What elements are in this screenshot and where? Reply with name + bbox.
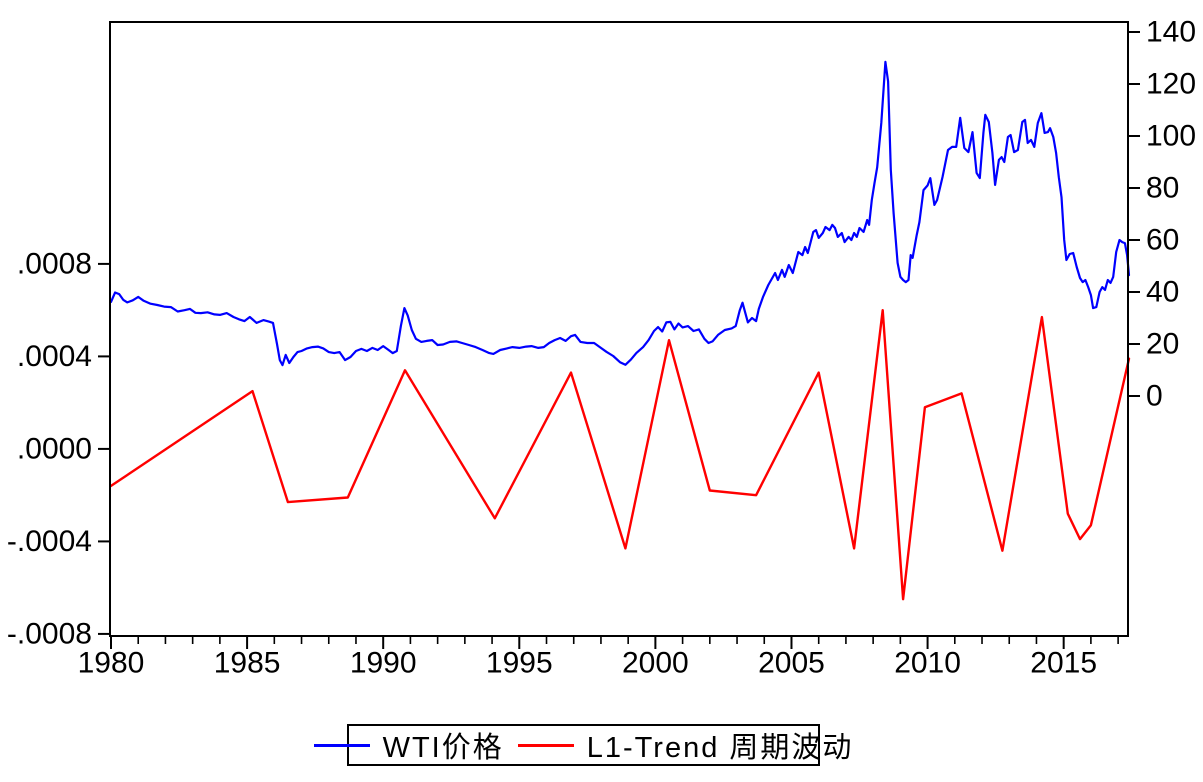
- left-tick-label: .0004: [17, 340, 92, 373]
- left-tick-label: .0000: [17, 432, 92, 465]
- left-tick-label: -.0004: [7, 525, 92, 558]
- legend-swatch-l1trend: [517, 743, 574, 747]
- x-tick-label: 2015: [1030, 647, 1097, 680]
- right-tick-label: 80: [1146, 172, 1179, 205]
- left-tick-label: -.0008: [7, 617, 92, 650]
- x-tick-label: 1985: [214, 647, 281, 680]
- right-tick-label: 60: [1146, 224, 1179, 257]
- x-tick-label: 2005: [758, 647, 825, 680]
- left-tick-label: .0008: [17, 247, 92, 280]
- x-tick-label: 1995: [486, 647, 553, 680]
- right-tick-label: 0: [1146, 380, 1163, 413]
- x-tick-label: 2010: [894, 647, 961, 680]
- legend-label-wti: WTI价格: [382, 732, 504, 764]
- x-tick-label: 2000: [622, 647, 689, 680]
- right-tick-label: 100: [1146, 120, 1196, 153]
- right-tick-label: 140: [1146, 16, 1196, 49]
- right-tick-label: 20: [1146, 328, 1179, 361]
- legend-item-l1trend: L1-Trend 周期波动: [517, 724, 854, 766]
- legend: WTI价格 L1-Trend 周期波动: [313, 724, 851, 766]
- plot-border: [109, 21, 1129, 637]
- legend-swatch-wti: [313, 743, 370, 747]
- right-tick-label: 40: [1146, 276, 1179, 309]
- x-tick-label: 1980: [78, 647, 145, 680]
- legend-label-l1trend: L1-Trend 周期波动: [586, 732, 854, 764]
- x-tick-label: 1990: [350, 647, 417, 680]
- series-line-left: [109, 309, 1131, 601]
- series-line-right: [109, 60, 1131, 367]
- legend-item-wti: WTI价格: [313, 724, 504, 766]
- right-tick-label: 120: [1146, 68, 1196, 101]
